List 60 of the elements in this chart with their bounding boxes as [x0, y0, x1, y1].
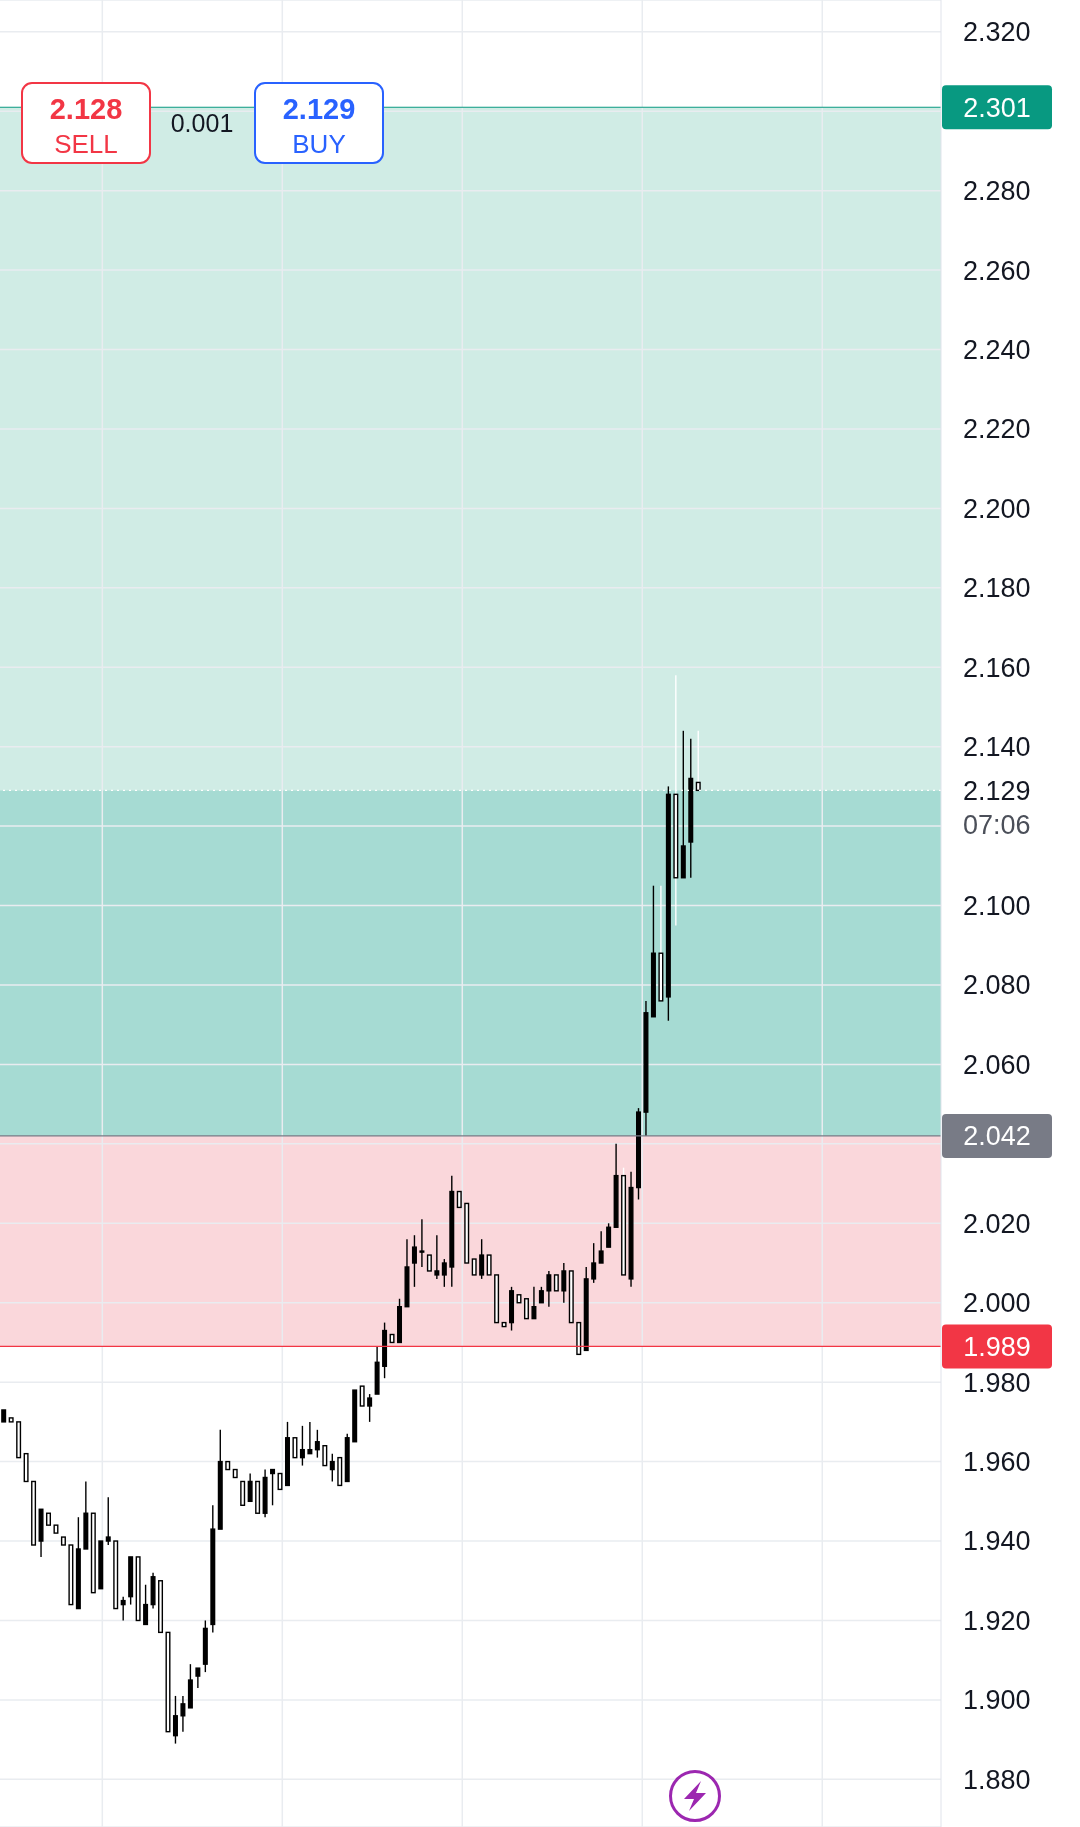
y-tick-label: 2.140: [963, 732, 1031, 763]
candlestick: [292, 1437, 298, 1459]
candlestick: [434, 1234, 440, 1280]
candlestick: [172, 1695, 178, 1745]
candlestick: [479, 1238, 485, 1280]
candlestick: [591, 1242, 597, 1284]
y-tick-label: 1.960: [963, 1447, 1031, 1478]
candlestick: [546, 1270, 552, 1308]
text: 07:06: [963, 810, 1031, 841]
candlestick: [120, 1595, 126, 1622]
y-tick-label: 2.160: [963, 652, 1031, 683]
candlestick: [561, 1262, 567, 1304]
y-tick-label: 2.200: [963, 493, 1031, 524]
candlestick: [329, 1452, 335, 1483]
y-tick-label: 2.320: [963, 17, 1031, 48]
annotation: 2.129: [281, 92, 357, 126]
y-tick-label: 2.000: [963, 1288, 1031, 1319]
ref-line-label: 2.042: [963, 1121, 1031, 1152]
ref-line-label: 2.301: [963, 92, 1031, 123]
y-tick-label: 2.280: [963, 176, 1031, 207]
candlestick: [598, 1230, 604, 1264]
candlestick: [105, 1496, 111, 1546]
candlestick: [270, 1468, 276, 1506]
annotation: SELL: [53, 129, 119, 159]
candlestick: [523, 1298, 529, 1320]
candlestick: [247, 1472, 253, 1503]
candlestick: [486, 1254, 492, 1276]
y-tick-label: 2.260: [963, 255, 1031, 286]
y-tick-label: 1.980: [963, 1367, 1031, 1398]
candlestick: [314, 1429, 320, 1459]
y-tick-label: 2.220: [963, 414, 1031, 445]
candlestick: [606, 1222, 612, 1248]
annotation: 0.001: [169, 108, 235, 138]
y-tick-label: 2.240: [963, 334, 1031, 365]
candlestick: [411, 1234, 417, 1288]
y-tick-label: 1.920: [963, 1605, 1031, 1636]
annotation: 2.128: [48, 92, 124, 126]
candlestick: [307, 1421, 313, 1455]
y-tick-label: 1.900: [963, 1685, 1031, 1716]
candlestick: [441, 1258, 447, 1288]
y-tick-label: 2.060: [963, 1049, 1031, 1080]
candlestick: [359, 1385, 365, 1407]
annotation: BUY: [291, 129, 347, 159]
candlestick: [299, 1425, 305, 1467]
y-tick-label: 1.880: [963, 1764, 1031, 1795]
candlestick: [322, 1445, 328, 1467]
candlestick: [367, 1393, 373, 1423]
ref-line-label: 1.989: [963, 1331, 1031, 1362]
y-tick-label: 2.100: [963, 891, 1031, 922]
y-tick-label: 2.020: [963, 1208, 1031, 1239]
y-tick-label: 2.080: [963, 970, 1031, 1001]
candlestick: [240, 1480, 246, 1506]
y-tick-label: 1.940: [963, 1526, 1031, 1557]
candlestick: [531, 1286, 537, 1320]
ref-line-label: 2.129: [963, 775, 1031, 806]
candlestick: [180, 1695, 186, 1733]
y-tick-label: 2.180: [963, 573, 1031, 604]
candlestick: [195, 1667, 201, 1689]
candlestick: [143, 1584, 149, 1626]
candlestick: [419, 1218, 425, 1268]
